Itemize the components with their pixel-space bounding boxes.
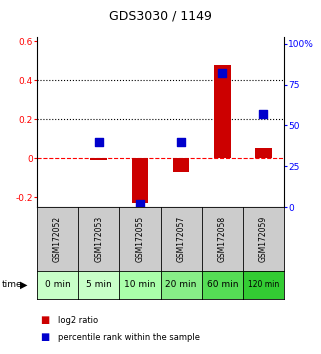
Bar <box>132 158 148 203</box>
Text: 20 min: 20 min <box>165 280 197 290</box>
Text: time: time <box>2 280 22 290</box>
Point <box>220 70 225 76</box>
Text: ■: ■ <box>40 315 49 325</box>
Text: log2 ratio: log2 ratio <box>58 316 98 325</box>
Point <box>96 139 101 144</box>
Text: GSM172059: GSM172059 <box>259 216 268 262</box>
Text: GDS3030 / 1149: GDS3030 / 1149 <box>109 10 212 22</box>
Text: GSM172058: GSM172058 <box>218 216 227 262</box>
Text: percentile rank within the sample: percentile rank within the sample <box>58 332 200 342</box>
Text: 10 min: 10 min <box>124 280 156 290</box>
Text: GSM172053: GSM172053 <box>94 216 103 262</box>
Text: ▶: ▶ <box>20 280 27 290</box>
Bar <box>91 158 107 160</box>
Text: GSM172055: GSM172055 <box>135 216 144 262</box>
Text: ■: ■ <box>40 332 49 342</box>
Bar <box>255 148 272 158</box>
Point <box>261 111 266 117</box>
Text: 60 min: 60 min <box>206 280 238 290</box>
Text: GSM172052: GSM172052 <box>53 216 62 262</box>
Point <box>178 139 184 144</box>
Point <box>137 201 143 207</box>
Text: 0 min: 0 min <box>45 280 70 290</box>
Bar <box>214 64 230 158</box>
Bar <box>173 158 189 172</box>
Text: GSM172057: GSM172057 <box>177 216 186 262</box>
Text: 5 min: 5 min <box>86 280 112 290</box>
Text: 120 min: 120 min <box>248 280 279 290</box>
